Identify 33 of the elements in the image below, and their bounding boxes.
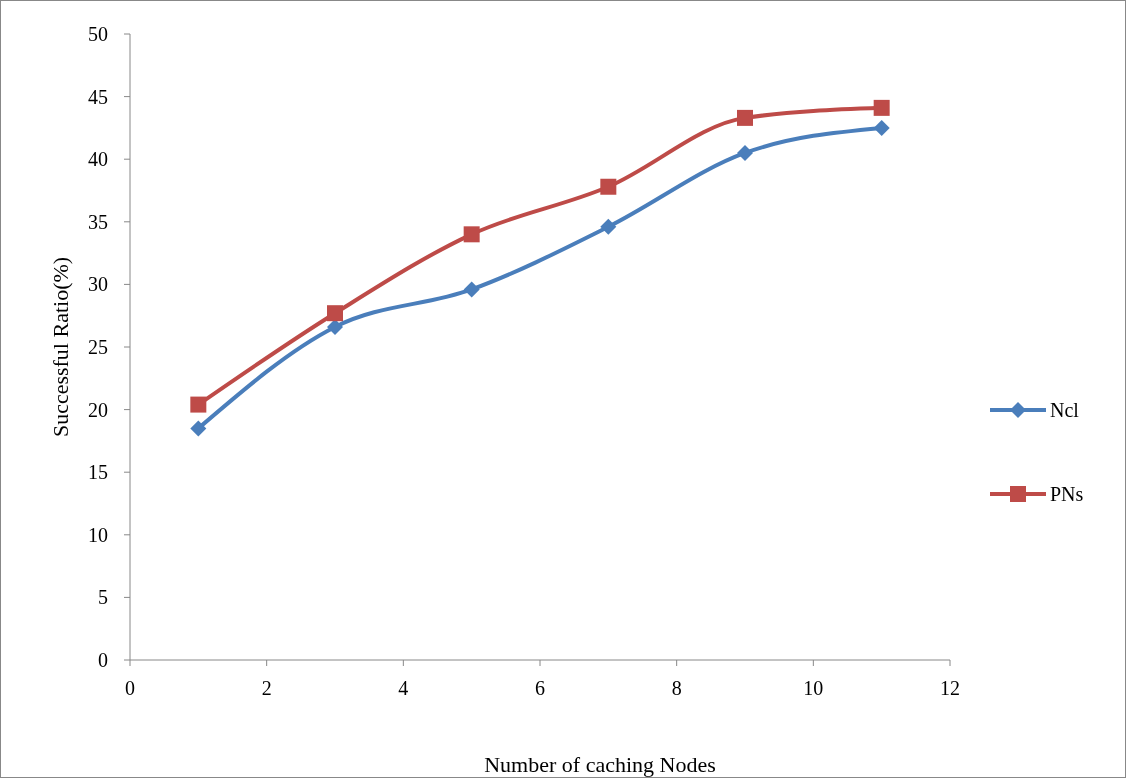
y-axis-title: Successful Ratio(%): [48, 256, 73, 438]
y-tick-label: 30: [88, 273, 108, 296]
y-tick-label: 15: [88, 461, 108, 484]
y-tick-label: 0: [98, 649, 108, 671]
x-tick-label: 6: [535, 677, 545, 699]
point: [873, 99, 890, 116]
legend-label: Ncl: [1050, 399, 1080, 421]
point: [600, 218, 617, 235]
y-tick-label: 20: [88, 398, 108, 421]
y-tick-label: 35: [88, 210, 108, 233]
y-tick-label: 10: [88, 523, 108, 546]
y-tick-label: 45: [88, 85, 108, 108]
x-axis-title: Number of caching Nodes: [484, 752, 716, 777]
point: [463, 226, 480, 243]
point: [190, 420, 207, 437]
x-tick-label: 2: [261, 677, 272, 699]
x-tick-label: 4: [398, 677, 409, 699]
legend-label: PNs: [1050, 483, 1084, 505]
point: [190, 396, 207, 413]
x-tick-label: 10: [803, 677, 824, 699]
point: [600, 178, 617, 195]
x-tick-label: 8: [671, 677, 682, 699]
y-tick-label: 5: [98, 586, 108, 609]
x-tick-label: 12: [940, 677, 960, 699]
point: [737, 144, 753, 161]
point: [327, 305, 343, 322]
point: [463, 281, 480, 298]
y-tick-label: 50: [88, 23, 108, 45]
point: [737, 109, 753, 126]
y-tick-label: 25: [88, 336, 108, 358]
x-tick-label: 0: [125, 677, 135, 699]
point: [873, 119, 890, 136]
y-tick-label: 40: [88, 148, 108, 171]
